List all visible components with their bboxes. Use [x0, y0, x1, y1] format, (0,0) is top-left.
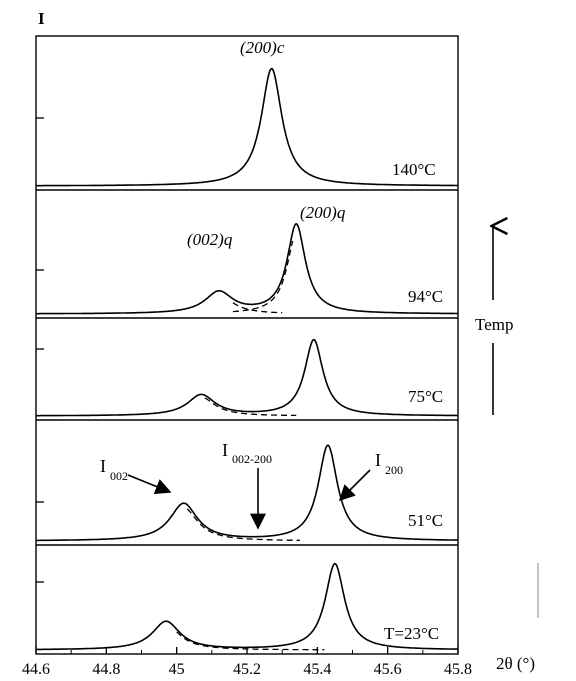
- y-axis-label: I: [38, 9, 45, 28]
- temp-label: Temp: [475, 315, 513, 334]
- x-tick-label: 44.8: [92, 661, 120, 678]
- xrd-curve: [36, 444, 458, 542]
- panel-dividers: [36, 189, 458, 546]
- annotation-i002: I 002: [100, 456, 128, 483]
- y-tick-marks: [36, 117, 44, 583]
- data-curves: [36, 67, 458, 651]
- x-tick-label: 45.4: [303, 661, 331, 678]
- x-tick-label: 44.6: [22, 661, 50, 678]
- x-tick-label: 45.8: [444, 661, 472, 678]
- annotation-i002-200: I 002-200: [222, 440, 272, 466]
- x-ticks: 44.6 44.8 45 45.2 45.4 45.6 45.8: [22, 647, 472, 678]
- peak-label-200q: (200)q: [300, 203, 346, 222]
- fit-curves: [176, 240, 325, 651]
- arrow-i002: [127, 474, 172, 495]
- x-axis-label: 2θ (°): [496, 654, 535, 673]
- panel-label-140: 140°C: [392, 160, 436, 179]
- fit-component-curve: [186, 508, 300, 541]
- panel-label-94: 94°C: [408, 287, 443, 306]
- x-tick-label: 45.6: [374, 661, 402, 678]
- xrd-curve: [36, 338, 458, 417]
- fit-component-curve: [232, 240, 294, 313]
- fit-component-curve: [232, 302, 283, 314]
- plot-frame: [35, 35, 459, 655]
- xrd-curve: [36, 67, 458, 187]
- arrow-i200: [338, 469, 371, 502]
- panel-label-23: T=23°C: [384, 624, 439, 643]
- x-tick-label: 45: [169, 661, 185, 678]
- peak-label-002q: (002)q: [187, 230, 233, 249]
- panel-label-51: 51°C: [408, 511, 443, 530]
- panel-label-75: 75°C: [408, 387, 443, 406]
- x-tick-label: 45.2: [233, 661, 261, 678]
- xrd-curve: [36, 562, 458, 651]
- annotation-i200: I 200: [375, 450, 403, 477]
- xrd-curve: [36, 223, 458, 315]
- peak-label-200c: (200)c: [240, 38, 285, 57]
